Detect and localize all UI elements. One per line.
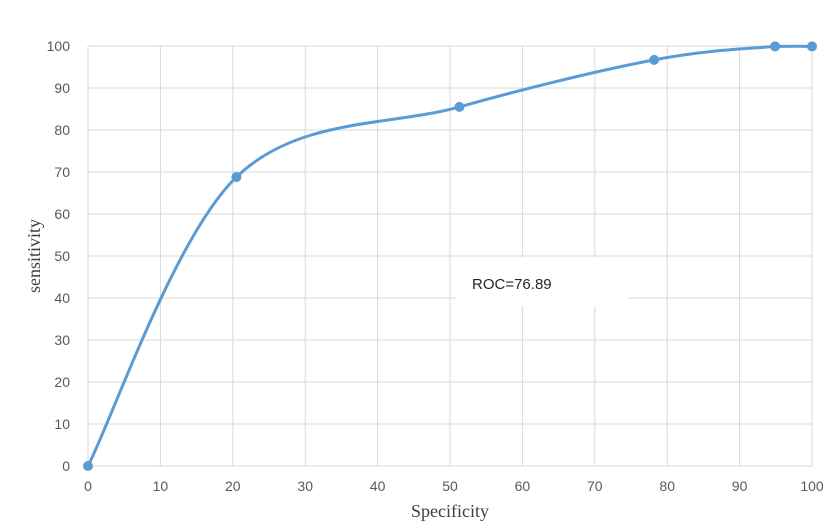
data-point-2: [454, 101, 465, 112]
x-tick-label-100: 100: [800, 478, 824, 494]
y-tick-label-70: 70: [54, 164, 70, 180]
x-tick-label-0: 0: [84, 478, 92, 494]
y-tick-label-40: 40: [54, 290, 70, 306]
data-point-4: [770, 41, 781, 52]
x-tick-label-90: 90: [732, 478, 748, 494]
data-point-0: [83, 461, 93, 471]
annotation-background: [456, 258, 628, 306]
x-tick-label-20: 20: [225, 478, 241, 494]
x-tick-label-10: 10: [153, 478, 169, 494]
data-point-3: [649, 54, 660, 65]
roc-annotation: ROC=76.89: [472, 276, 552, 293]
x-tick-label-80: 80: [659, 478, 675, 494]
x-tick-label-30: 30: [297, 478, 313, 494]
y-axis-tick-labels: 0 10 20 30 40 50 60 70 80 90 100: [47, 38, 71, 474]
y-tick-label-50: 50: [54, 248, 70, 264]
data-point-1: [231, 172, 242, 183]
x-tick-label-40: 40: [370, 478, 386, 494]
y-tick-label-30: 30: [54, 332, 70, 348]
y-axis-title: sensitivity: [24, 219, 44, 293]
x-tick-label-50: 50: [442, 478, 458, 494]
x-tick-label-70: 70: [587, 478, 603, 494]
data-point-5: [807, 41, 817, 52]
horizontal-gridlines: [88, 45, 812, 467]
y-tick-label-90: 90: [54, 80, 70, 96]
x-axis-tick-labels: 0 10 20 30 40 50 60 70 80 90 100: [84, 478, 824, 494]
x-axis-title: Specificity: [411, 501, 489, 521]
y-tick-label-0: 0: [62, 458, 70, 474]
y-tick-label-60: 60: [54, 206, 70, 222]
x-tick-label-60: 60: [515, 478, 531, 494]
y-tick-label-80: 80: [54, 122, 70, 138]
y-tick-label-20: 20: [54, 374, 70, 390]
y-tick-label-10: 10: [54, 416, 70, 432]
series-layer: [83, 41, 817, 471]
y-tick-label-100: 100: [47, 38, 71, 54]
annotation-layer: ROC=76.89: [456, 258, 628, 306]
